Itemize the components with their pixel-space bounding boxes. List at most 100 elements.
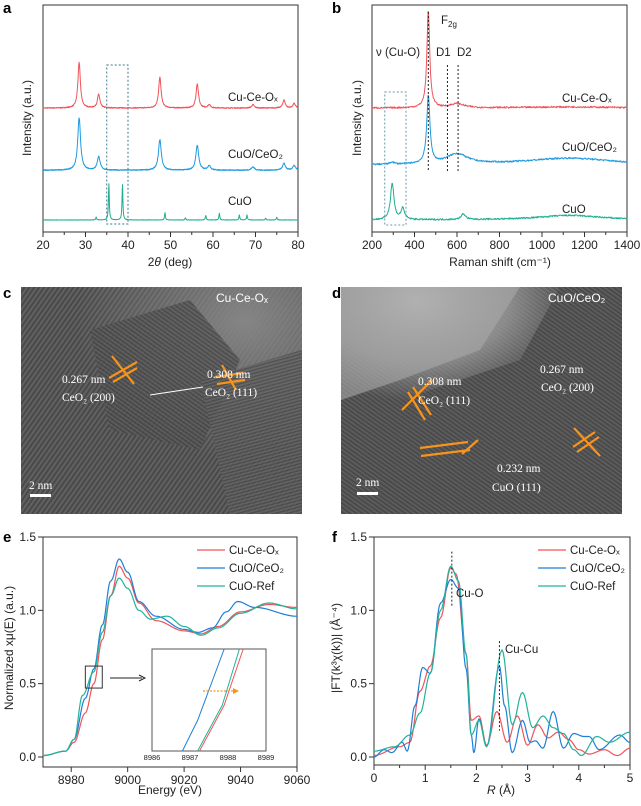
panel-letter-d: d — [332, 285, 341, 302]
panel-b-x-tick-label: 600 — [447, 238, 467, 252]
panel-c-sample-label: Cu-Ce-Oₓ — [216, 291, 268, 305]
panel-f-legend-label: CuO-Ref — [570, 581, 616, 593]
panel-b-x-tick-label: 400 — [404, 238, 424, 252]
panel-f-x-tick-label: 4 — [575, 771, 582, 785]
panel-e-legend-label: CuO-Ref — [229, 581, 275, 593]
panel-e-xanes: 8980 9000 9020 9040 9060 0.0 0.5 1.0 1.5 8986 8987… — [19, 530, 310, 787]
panel-e-zoom-box — [84, 665, 103, 689]
panel-f-exafs: 0 1 2 3 4 5 0.0 0.5 1.0 1.5 Cu-Ce-Oₓ CuO/CeO₂ CuO-Re… — [350, 530, 633, 785]
panel-b-label-cuo-ceo2: CuO/CeO₂ — [562, 142, 617, 154]
panel-f-x-tick-label: 0 — [371, 771, 378, 785]
panel-e-inset-series-2 — [197, 648, 240, 752]
panel-d-d-spacing-3: 0.232 nm — [497, 463, 541, 475]
panel-e-inset-tick-label: 8986 — [144, 753, 161, 762]
panel-f-legend-label: CuO/CeO₂ — [570, 563, 625, 575]
panel-a-x-tick-label: 80 — [291, 238, 305, 252]
panel-a-label-cuo-ceo2: CuO/CeO₂ — [228, 149, 283, 161]
panel-a-label-cu-ce-ox: Cu-Ce-Oₓ — [228, 92, 278, 104]
panel-e-x-tick-label: 9040 — [227, 773, 254, 787]
panel-d-sample-label: CuO/CeO₂ — [548, 291, 606, 305]
panel-e-inset-series-0 — [181, 648, 225, 752]
panel-e-x-tick-label: 9060 — [284, 773, 311, 787]
panel-e-plot-frame — [42, 536, 298, 768]
panel-e-y-tick-label: 0.5 — [19, 677, 36, 691]
panel-e-legend-label: Cu-Ce-Oₓ — [229, 545, 279, 557]
panel-e-inset-frame — [151, 648, 267, 752]
panel-e-series-1 — [43, 558, 298, 757]
panel-b-x-tick-label: 1000 — [529, 238, 556, 252]
panel-b-x-tick-label: 1400 — [614, 238, 641, 252]
panel-b-series-2 — [371, 182, 628, 221]
panel-e-x-tick-label: 9000 — [114, 773, 141, 787]
panel-f-ylabel: |FT(k³χ(k))| (Å⁻⁴) — [328, 603, 343, 693]
panel-c-plane-1: CeO₂ (200) — [62, 392, 115, 404]
panel-e-inset-arrowhead-icon — [233, 688, 239, 694]
panel-e-y-tick-label: 1.0 — [19, 603, 36, 617]
panel-c-tem-image: Cu-Ce-Oₓ 0.267 nm CeO₂ (200) 0.308 nm Ce… — [21, 287, 302, 514]
panel-a-xlabel: 2θ (deg) — [148, 255, 193, 269]
panel-f-x-tick-label: 3 — [524, 771, 531, 785]
panel-c-plane-2: CeO₂ (111) — [205, 387, 257, 399]
panel-e-arrowhead-icon — [138, 674, 147, 682]
panel-a-x-tick-label: 20 — [36, 238, 50, 252]
panel-a-highlight-box — [106, 64, 129, 225]
panel-letter-b: b — [332, 0, 341, 17]
panel-e-x-tick-label: 8980 — [58, 773, 85, 787]
panel-f-x-tick-label: 1 — [422, 771, 429, 785]
panel-a-ylabel: Intensity (a.u.) — [20, 80, 34, 156]
panel-f-y-tick-label: 0.5 — [350, 677, 367, 691]
panel-d-plane-1: CeO₂ (111) — [418, 395, 470, 407]
panel-e-y-tick-label: 0.0 — [19, 750, 36, 764]
panel-d-scale-label: 2 nm — [356, 477, 379, 489]
panel-a-x-tick-label: 40 — [121, 238, 135, 252]
panel-a-series-1 — [42, 117, 299, 171]
panel-e-inset-tick-label: 8987 — [182, 753, 199, 762]
panel-e-ylabel: Normalized xμ(E) (a.u.) — [2, 586, 16, 710]
panel-a-x-tick-label: 30 — [79, 238, 93, 252]
panel-b-x-tick-label: 1200 — [571, 238, 598, 252]
panel-f-y-tick-label: 0.0 — [350, 750, 367, 764]
panel-b-ylabel: Intensity (a.u.) — [350, 80, 364, 156]
panel-d-tem-image: CuO/CeO₂ 0.308 nm CeO₂ (111) 0.267 nm Ce… — [341, 287, 622, 514]
panel-d-scale-bar — [357, 492, 378, 495]
panel-e-series-0 — [43, 565, 297, 757]
panel-f-y-tick-label: 1.0 — [350, 603, 367, 617]
panel-c-d-spacing-2: 0.308 nm — [207, 369, 251, 381]
panel-b-raman: 200 400 600 800 1000 1200 1400 — [362, 4, 641, 252]
panel-f-xlabel: R (Å) — [487, 782, 515, 797]
panel-letter-e: e — [3, 529, 11, 546]
panel-b-series-1 — [371, 94, 628, 166]
panel-d-plane-2: CeO₂ (200) — [541, 382, 594, 394]
panel-f-series-2 — [373, 565, 631, 757]
panel-a-xrd: 20 30 40 50 60 70 80 — [36, 4, 305, 252]
panel-b-x-tick-label: 200 — [362, 238, 382, 252]
panel-b-series-0 — [371, 11, 628, 109]
panel-b-x-tick-label: 800 — [489, 238, 509, 252]
panel-b-plot-frame — [371, 4, 628, 233]
panel-letter-c: c — [3, 285, 11, 302]
panel-letter-f: f — [332, 529, 338, 546]
panel-e-xlabel: Energy (eV) — [138, 783, 202, 797]
panel-e-y-tick-label: 1.5 — [19, 530, 36, 544]
panel-f-annotation-cu-o: Cu-O — [456, 588, 484, 600]
panel-letter-a: a — [3, 0, 12, 17]
panel-a-x-tick-label: 70 — [249, 238, 263, 252]
panel-f-y-tick-label: 1.5 — [350, 530, 367, 544]
panel-d-plane-3: CuO (111) — [492, 482, 541, 494]
panel-b-annotation-f2g: F2g — [441, 15, 457, 29]
panel-a-series-2 — [42, 183, 299, 221]
panel-d-d-spacing-2: 0.267 nm — [540, 364, 584, 376]
panel-b-annotation-d1: D1 — [436, 47, 451, 59]
panel-a-x-tick-label: 60 — [206, 238, 220, 252]
panel-e-series-2 — [43, 577, 298, 757]
panel-f-series-0 — [373, 567, 631, 757]
panel-f-legend-label: Cu-Ce-Oₓ — [570, 545, 620, 557]
panel-e-inset-tick-label: 8989 — [258, 753, 275, 762]
panel-f-x-tick-label: 2 — [473, 771, 480, 785]
panel-e-legend-label: CuO/CeO₂ — [229, 563, 284, 575]
panel-b-annotation-d2: D2 — [457, 47, 472, 59]
panel-b-highlight-box — [384, 91, 407, 226]
panel-c-scale-label: 2 nm — [29, 480, 52, 492]
panel-f-x-tick-label: 5 — [627, 771, 634, 785]
panel-a-label-cuo: CuO — [228, 196, 252, 208]
